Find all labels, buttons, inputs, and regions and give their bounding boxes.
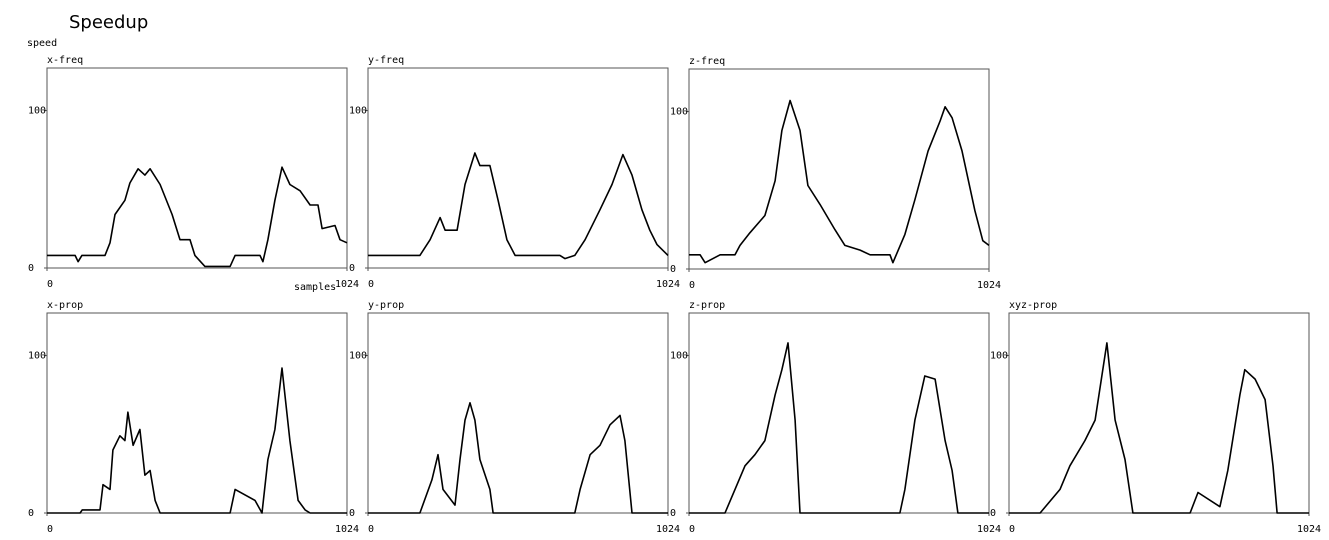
x-tick-label: 1024 [656,279,680,290]
plot-frame [688,312,990,514]
x-tick-label: 0 [47,279,53,290]
y-tick-label: 0 [670,264,676,275]
data-line [368,152,669,260]
y-tick-label: 100 [349,351,367,362]
y-tick-label: 0 [990,508,996,519]
plot-frame [688,68,990,270]
x-tick-label: 1024 [977,524,1001,535]
panel-title: z-prop [689,300,725,311]
x-tick-label: 1024 [977,280,1001,291]
y-axis-label: speed [27,38,57,49]
x-tick-label: 0 [368,524,374,535]
y-tick-label: 0 [28,508,34,519]
plot-frame [1008,312,1310,514]
y-tick-label: 100 [28,351,46,362]
panel-title: y-prop [368,300,404,311]
panel-title: x-freq [47,55,83,66]
plot-frame [367,67,669,269]
x-tick-label: 1024 [335,279,359,290]
data-line [47,166,348,268]
y-tick-label: 100 [349,106,367,117]
x-tick-label: 0 [368,279,374,290]
data-line [1009,342,1309,514]
data-line [368,402,668,514]
x-tick-label: 0 [1009,524,1015,535]
panel-title: z-freq [689,56,725,67]
y-tick-label: 0 [28,263,34,274]
y-tick-label: 0 [670,508,676,519]
x-tick-label: 0 [689,280,695,291]
plot-frame [46,312,348,514]
data-line [689,342,989,514]
plot-frame [367,312,669,514]
y-tick-label: 0 [349,263,355,274]
panel-title: x-prop [47,300,83,311]
x-tick-label: 0 [689,524,695,535]
panel-title: y-freq [368,55,404,66]
panel-title: xyz-prop [1009,300,1057,311]
y-tick-label: 100 [990,351,1008,362]
plot-frame [46,67,348,269]
chart-title: Speedup [69,12,148,33]
x-tick-label: 1024 [335,524,359,535]
x-tick-label: 0 [47,524,53,535]
y-tick-label: 100 [670,107,688,118]
y-tick-label: 100 [28,106,46,117]
y-tick-label: 100 [670,351,688,362]
x-tick-label: 1024 [1297,524,1321,535]
data-line [47,367,347,514]
data-line [689,99,990,264]
x-axis-label: samples [294,282,336,293]
x-tick-label: 1024 [656,524,680,535]
y-tick-label: 0 [349,508,355,519]
